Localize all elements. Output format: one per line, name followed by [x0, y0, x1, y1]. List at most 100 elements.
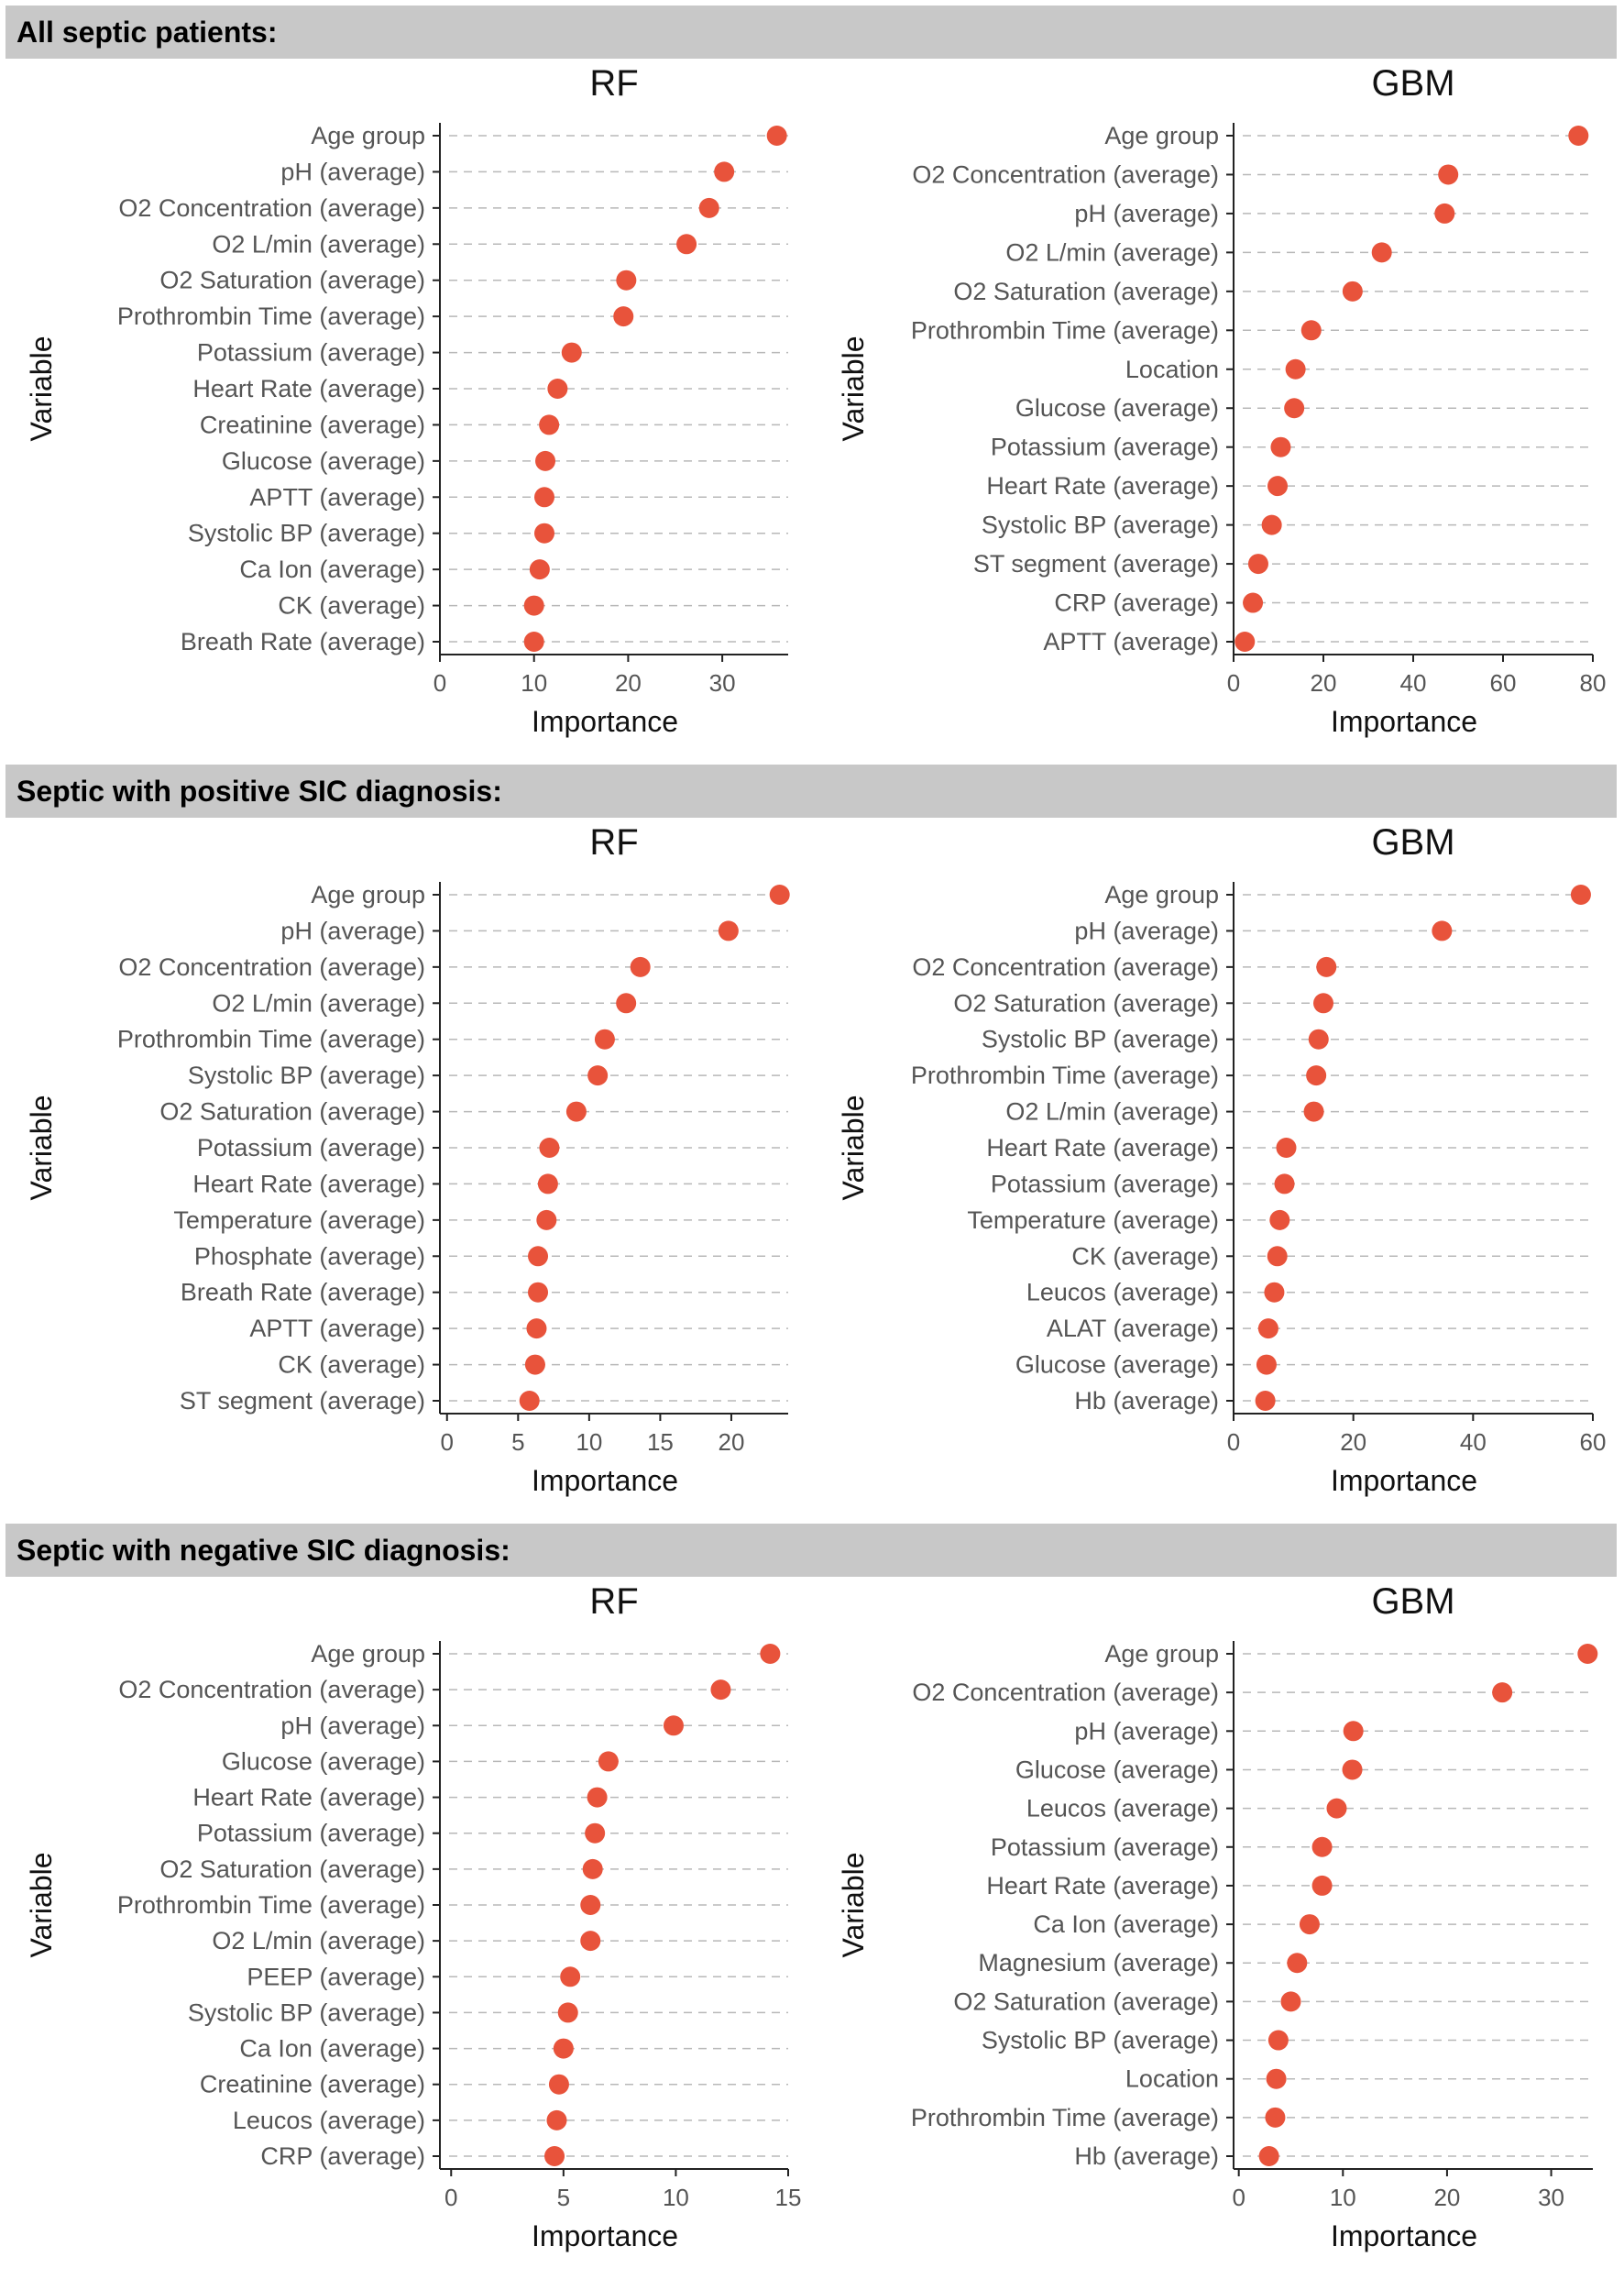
gbm-variable-label-prothrombin-time-average: Prothrombin Time (average): [911, 2104, 1219, 2131]
rf-variable-label-glucose-average: Glucose (average): [222, 1747, 425, 1775]
rf-variable-label-ck-average: CK (average): [278, 1351, 425, 1379]
rf-ylabel: Variable: [25, 1095, 58, 1200]
rf-x-tick-label: 0: [441, 1428, 454, 1456]
rf-variable-label-breath-rate-average: Breath Rate (average): [181, 628, 425, 655]
rf-xlabel: Importance: [532, 705, 678, 738]
gbm-point-prothrombin-time-average: [1306, 1065, 1327, 1086]
gbm-variable-label-o2-saturation-average: O2 Saturation (average): [953, 989, 1219, 1017]
gbm-point-hb-average: [1255, 1391, 1276, 1411]
gbm-variable-label-prothrombin-time-average: Prothrombin Time (average): [911, 316, 1219, 344]
gbm-variable-label-glucose-average: Glucose (average): [1015, 1756, 1219, 1783]
gbm-point-potassium-average: [1311, 1836, 1333, 1857]
rf-variable-label-o2-concentration-average: O2 Concentration (average): [118, 194, 425, 222]
rf-point-breath-rate-average: [523, 632, 544, 652]
gbm-variable-label-location: Location: [1125, 356, 1219, 383]
gbm-variable-label-glucose-average: Glucose (average): [1015, 394, 1219, 422]
gbm-xlabel: Importance: [1331, 705, 1477, 738]
gbm-point-o2-l-min-average: [1371, 242, 1392, 263]
rf-point-phosphate-average: [528, 1246, 549, 1267]
rf-point-o2-l-min-average: [580, 1931, 601, 1952]
rf-point-o2-saturation-average: [565, 1101, 587, 1122]
rf-point-o2-concentration-average: [630, 956, 651, 977]
gbm-point-glucose-average: [1284, 398, 1305, 419]
rf-point-age-group: [766, 126, 787, 146]
rf-variable-label-ca-ion-average: Ca Ion (average): [239, 556, 425, 583]
gbm-variable-label-leucos-average: Leucos (average): [1026, 1795, 1219, 1822]
gbm-variable-label-systolic-bp-average: Systolic BP (average): [982, 2027, 1219, 2054]
gbm-variable-label-location: Location: [1125, 2065, 1219, 2093]
gbm-variable-label-ca-ion-average: Ca Ion (average): [1033, 1910, 1219, 1938]
section-header-negative-sic: Septic with negative SIC diagnosis:: [5, 1524, 1617, 1577]
rf-point-o2-l-min-average: [616, 993, 637, 1014]
gbm-variable-label-o2-concentration-average: O2 Concentration (average): [912, 1679, 1219, 1706]
gbm-x-tick-label: 20: [1433, 2184, 1460, 2211]
gbm-variable-label-o2-saturation-average: O2 Saturation (average): [953, 278, 1219, 305]
gbm-point-temperature-average: [1269, 1209, 1290, 1230]
rf-variable-label-systolic-bp-average: Systolic BP (average): [188, 1998, 425, 2026]
rf-panel-negative-sic: RF Variable Importance 0 5 10 15 Age group O2 Co…: [25, 1581, 801, 2252]
gbm-point-location: [1266, 2068, 1287, 2089]
rf-point-leucos-average: [546, 2109, 567, 2130]
gbm-point-ph-average: [1343, 1721, 1364, 1742]
gbm-panel-all-septic: GBM Variable Importance 0 20 40 60 80 Age group O…: [837, 63, 1606, 738]
rf-variable-label-ph-average: pH (average): [280, 917, 425, 944]
gbm-variable-label-o2-l-min-average: O2 L/min (average): [1005, 1098, 1219, 1126]
rf-variable-label-age-group: Age group: [311, 122, 425, 149]
gbm-variable-label-aptt-average: APTT (average): [1043, 628, 1219, 655]
rf-x-tick-label: 5: [557, 2184, 570, 2211]
gbm-point-o2-saturation-average: [1280, 1991, 1301, 2012]
gbm-variable-label-hb-average: Hb (average): [1074, 1387, 1219, 1415]
rf-variable-label-heart-rate-average: Heart Rate (average): [192, 1170, 425, 1197]
rf-x-tick-label: 10: [521, 669, 547, 697]
rf-point-breath-rate-average: [528, 1282, 549, 1303]
rf-variable-label-potassium-average: Potassium (average): [197, 1134, 425, 1162]
gbm-x-tick-label: 0: [1232, 2184, 1245, 2211]
gbm-variable-label-alat-average: ALAT (average): [1047, 1315, 1219, 1342]
gbm-x-tick-label: 20: [1311, 669, 1337, 697]
rf-variable-label-ph-average: pH (average): [280, 1712, 425, 1739]
rf-x-tick-label: 5: [511, 1428, 524, 1456]
gbm-variable-label-temperature-average: Temperature (average): [967, 1206, 1219, 1234]
gbm-variable-label-o2-l-min-average: O2 L/min (average): [1005, 238, 1219, 266]
gbm-point-leucos-average: [1264, 1282, 1285, 1303]
gbm-point-ck-average: [1267, 1246, 1288, 1267]
gbm-title: GBM: [1371, 63, 1454, 104]
rf-variable-label-ca-ion-average: Ca Ion (average): [239, 2035, 425, 2063]
rf-point-potassium-average: [539, 1138, 560, 1158]
gbm-variable-label-systolic-bp-average: Systolic BP (average): [982, 512, 1219, 539]
rf-point-crp-average: [544, 2146, 565, 2166]
rf-ylabel: Variable: [25, 336, 58, 441]
gbm-point-aptt-average: [1234, 632, 1256, 652]
gbm-variable-label-potassium-average: Potassium (average): [991, 1833, 1219, 1861]
rf-variable-label-ck-average: CK (average): [278, 592, 425, 620]
rf-point-heart-rate-average: [587, 1787, 608, 1808]
gbm-variable-label-heart-rate-average: Heart Rate (average): [986, 1134, 1219, 1162]
gbm-point-systolic-bp-average: [1261, 514, 1282, 535]
gbm-point-leucos-average: [1326, 1798, 1347, 1819]
gbm-point-magnesium-average: [1287, 1953, 1308, 1974]
gbm-variable-label-o2-concentration-average: O2 Concentration (average): [912, 160, 1219, 188]
rf-point-prothrombin-time-average: [613, 306, 634, 327]
gbm-x-tick-label: 20: [1340, 1428, 1366, 1456]
gbm-x-tick-label: 0: [1227, 1428, 1240, 1456]
gbm-variable-label-leucos-average: Leucos (average): [1026, 1279, 1219, 1306]
rf-point-aptt-average: [534, 487, 554, 508]
gbm-x-tick-label: 10: [1330, 2184, 1356, 2211]
gbm-x-tick-label: 40: [1460, 1428, 1487, 1456]
gbm-point-ph-average: [1434, 203, 1455, 224]
gbm-x-tick-label: 60: [1580, 1428, 1607, 1456]
rf-variable-label-potassium-average: Potassium (average): [197, 1820, 425, 1847]
rf-variable-label-ph-average: pH (average): [280, 158, 425, 185]
rf-variable-label-aptt-average: APTT (average): [249, 483, 425, 511]
gbm-variable-label-o2-concentration-average: O2 Concentration (average): [912, 953, 1219, 981]
rf-variable-label-o2-saturation-average: O2 Saturation (average): [159, 1855, 425, 1883]
gbm-variable-label-prothrombin-time-average: Prothrombin Time (average): [911, 1062, 1219, 1089]
rf-x-tick-label: 0: [444, 2184, 457, 2211]
rf-panel-positive-sic: RF Variable Importance 0 5 10 15 20 Age group pH …: [25, 822, 790, 1497]
gbm-point-o2-saturation-average: [1342, 281, 1363, 302]
rf-x-tick-label: 10: [663, 2184, 689, 2211]
gbm-variable-label-crp-average: CRP (average): [1054, 589, 1219, 617]
gbm-point-heart-rate-average: [1267, 476, 1289, 497]
gbm-variable-label-systolic-bp-average: Systolic BP (average): [982, 1026, 1219, 1053]
rf-x-tick-label: 0: [433, 669, 446, 697]
